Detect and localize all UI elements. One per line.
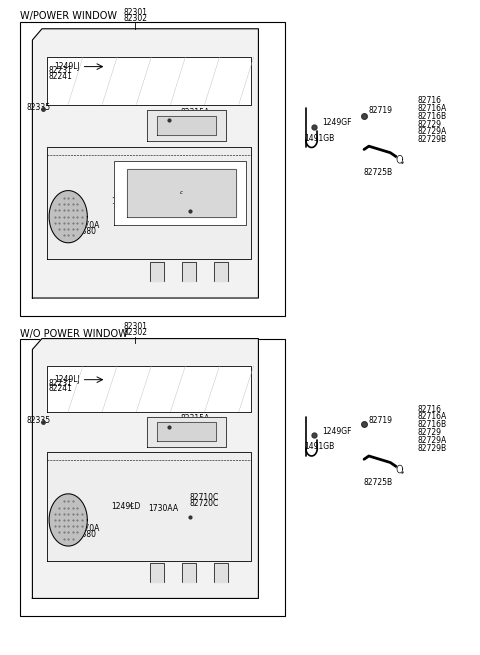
Text: 1730AA: 1730AA <box>148 504 179 514</box>
Polygon shape <box>127 169 236 217</box>
Polygon shape <box>149 563 164 582</box>
Text: 82719: 82719 <box>369 416 393 424</box>
Text: c: c <box>180 191 183 195</box>
Text: 82729B: 82729B <box>418 443 447 453</box>
Polygon shape <box>149 261 164 281</box>
Polygon shape <box>115 160 246 225</box>
Polygon shape <box>214 261 228 281</box>
Polygon shape <box>49 494 87 546</box>
Polygon shape <box>147 110 226 141</box>
Text: 82719: 82719 <box>369 107 393 115</box>
Text: 82231: 82231 <box>48 66 72 75</box>
Polygon shape <box>182 563 196 582</box>
Text: 82315A: 82315A <box>180 108 210 117</box>
Text: 82729A: 82729A <box>418 127 447 136</box>
Text: 82302: 82302 <box>123 328 147 337</box>
Polygon shape <box>182 261 196 281</box>
Polygon shape <box>47 452 251 561</box>
Text: 1491GB: 1491GB <box>304 134 335 143</box>
Text: 82335: 82335 <box>26 416 50 424</box>
Text: 82710C: 82710C <box>190 493 219 502</box>
Text: c: c <box>130 502 134 508</box>
Text: 82725B: 82725B <box>364 168 393 177</box>
Text: 82716A: 82716A <box>418 104 447 113</box>
Text: 1249LD: 1249LD <box>111 502 141 512</box>
Text: 82716B: 82716B <box>418 112 447 121</box>
Text: 82380: 82380 <box>73 530 97 539</box>
Text: 1730AA: 1730AA <box>148 199 179 208</box>
Text: 82729: 82729 <box>418 119 442 128</box>
Text: 82370A: 82370A <box>70 524 99 533</box>
Text: 82241: 82241 <box>48 384 72 394</box>
Text: 82710C: 82710C <box>190 188 219 197</box>
Polygon shape <box>147 417 226 447</box>
Text: 82380: 82380 <box>73 227 97 236</box>
Polygon shape <box>156 422 216 441</box>
Polygon shape <box>47 57 251 105</box>
Text: 82729: 82729 <box>418 428 442 437</box>
Text: 82716: 82716 <box>418 405 442 413</box>
Polygon shape <box>156 116 216 136</box>
Text: 82315A: 82315A <box>180 415 210 423</box>
Text: 82301: 82301 <box>123 8 147 17</box>
Text: 82231: 82231 <box>48 379 72 388</box>
Text: 1249LJ: 1249LJ <box>54 62 80 71</box>
Polygon shape <box>397 465 403 473</box>
Text: 1249LJ: 1249LJ <box>54 375 80 384</box>
Polygon shape <box>214 563 228 582</box>
Text: 82716B: 82716B <box>418 420 447 429</box>
Text: 1491GB: 1491GB <box>304 441 335 451</box>
Text: 1249GF: 1249GF <box>322 118 351 127</box>
Text: 82725B: 82725B <box>364 477 393 487</box>
Text: 82241: 82241 <box>48 72 72 81</box>
Text: 82370A: 82370A <box>70 221 99 230</box>
Text: 82716A: 82716A <box>418 413 447 421</box>
Text: 82335: 82335 <box>26 103 50 111</box>
Polygon shape <box>49 191 87 243</box>
Text: 1249GF: 1249GF <box>322 426 351 436</box>
FancyBboxPatch shape <box>21 22 285 316</box>
FancyBboxPatch shape <box>21 339 285 616</box>
Text: 82720C: 82720C <box>190 499 219 508</box>
Text: 1249LD: 1249LD <box>111 197 141 206</box>
Text: 82720C: 82720C <box>190 194 219 203</box>
Text: 82716: 82716 <box>418 96 442 105</box>
Text: 82729A: 82729A <box>418 436 447 445</box>
Polygon shape <box>33 29 258 298</box>
Polygon shape <box>33 339 258 599</box>
Polygon shape <box>47 365 251 412</box>
Text: W/O POWER WINDOW: W/O POWER WINDOW <box>21 329 128 339</box>
Text: 82301: 82301 <box>123 322 147 331</box>
Polygon shape <box>397 155 403 163</box>
Text: 82302: 82302 <box>123 14 147 23</box>
Polygon shape <box>47 147 251 259</box>
Text: 82729B: 82729B <box>418 135 447 144</box>
Text: W/POWER WINDOW: W/POWER WINDOW <box>21 11 118 21</box>
